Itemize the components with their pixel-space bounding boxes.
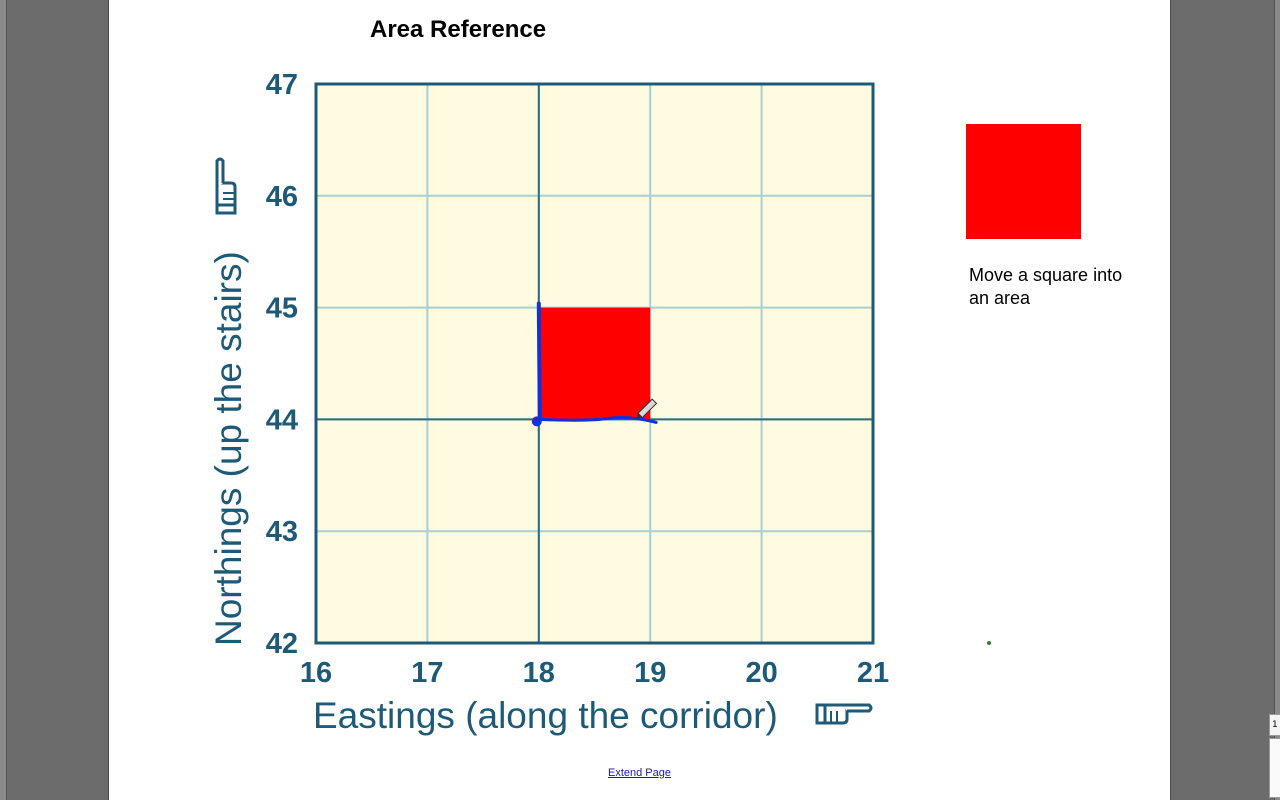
- pointing-hand-icon-x: [815, 703, 873, 725]
- mark-group: [531, 301, 658, 427]
- x-axis-label: Eastings (along the corridor): [313, 695, 778, 736]
- page-title: Area Reference: [370, 16, 547, 43]
- pointing-hand-icon-y: [215, 157, 237, 215]
- x-tick-label: 19: [634, 657, 666, 689]
- instruction-text: Move a square into an area: [969, 265, 1123, 308]
- x-tick-label: 16: [300, 657, 332, 689]
- y-tick-label: 44: [266, 404, 298, 436]
- x-tick-label: 20: [745, 657, 777, 689]
- left-gutter: [0, 0, 109, 800]
- y-tick-label: 45: [266, 293, 298, 325]
- x-tick-label: 18: [523, 657, 555, 689]
- grid-group: [314, 82, 875, 645]
- placed-red-square[interactable]: [538, 307, 651, 420]
- right-scroll-edge: [1274, 0, 1280, 800]
- ink-stroke-vertical: [536, 301, 542, 422]
- page-thumbnail-panel[interactable]: [1269, 738, 1280, 798]
- x-tick-label: 17: [411, 657, 443, 689]
- y-tick-label: 47: [266, 69, 298, 101]
- y-axis-label: Northings (up the stairs): [208, 251, 249, 646]
- right-gutter: 1: [1170, 0, 1280, 800]
- y-tick-label: 43: [266, 516, 298, 548]
- tick-labels: 16 17 18 19 20 21 42 43 44 45 46 47: [266, 69, 889, 689]
- pen-cursor-icon: [636, 398, 658, 419]
- left-scroll-edge: [0, 0, 7, 800]
- y-tick-label: 46: [266, 181, 298, 213]
- ink-origin-dot: [531, 416, 542, 427]
- x-tick-label: 21: [857, 657, 889, 689]
- y-tick-label: 42: [266, 628, 298, 660]
- green-dot: [987, 641, 991, 645]
- page-thumbnail-tab[interactable]: 1: [1269, 714, 1280, 736]
- extend-page-link[interactable]: Extend Page: [608, 767, 671, 779]
- draggable-red-square[interactable]: [966, 124, 1081, 239]
- ink-stroke-horizontal: [537, 416, 658, 424]
- grid-border: [314, 82, 875, 645]
